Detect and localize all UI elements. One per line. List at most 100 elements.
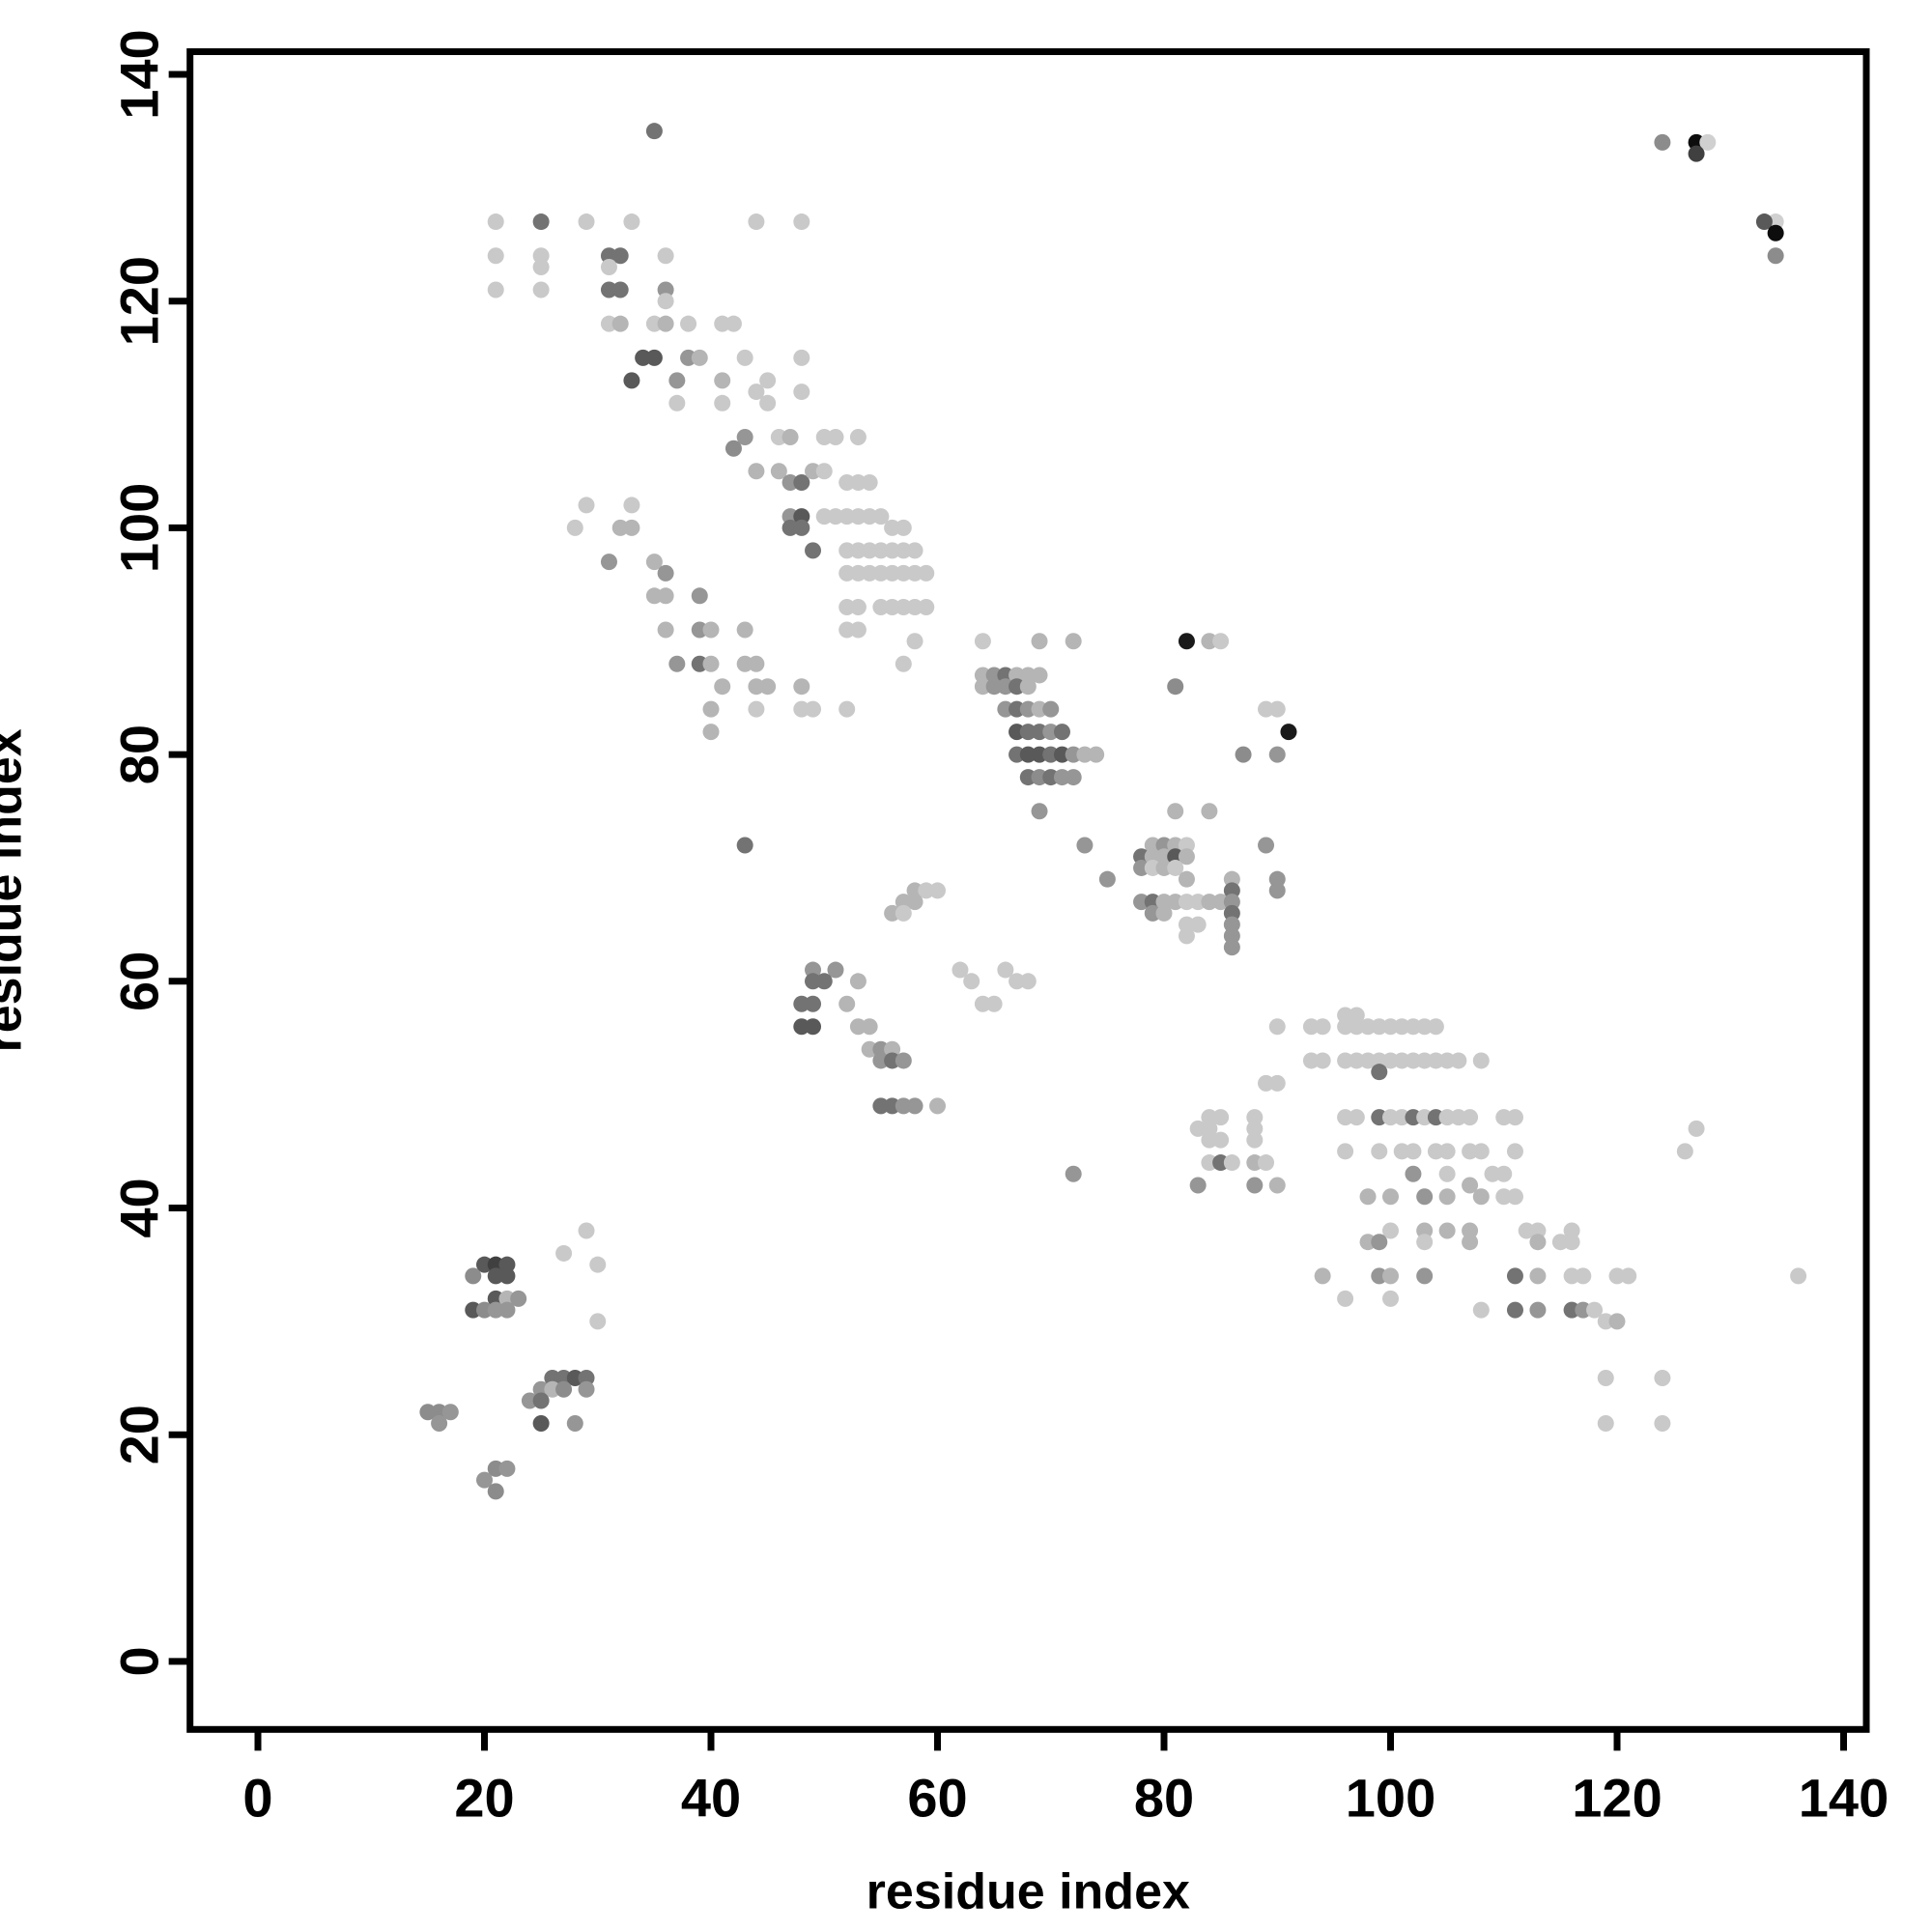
scatter-point xyxy=(1382,1188,1399,1206)
scatter-point xyxy=(645,587,663,605)
scatter-point xyxy=(1654,1414,1671,1432)
scatter-point xyxy=(1246,1177,1264,1194)
scatter-point xyxy=(441,1404,459,1421)
scatter-point xyxy=(1405,1143,1422,1160)
scatter-point xyxy=(1586,1301,1604,1319)
scatter-point xyxy=(736,621,753,639)
scatter-point xyxy=(532,1414,550,1432)
scatter-point xyxy=(861,1040,878,1058)
scatter-point xyxy=(1337,1018,1354,1036)
scatter-point xyxy=(1009,667,1026,684)
scatter-point xyxy=(1416,1188,1434,1206)
scatter-point xyxy=(487,1267,504,1285)
scatter-point xyxy=(431,1404,448,1421)
scatter-point xyxy=(702,724,720,741)
scatter-point xyxy=(645,349,663,366)
scatter-point xyxy=(566,1414,583,1432)
scatter-point xyxy=(1155,837,1173,854)
scatter-point xyxy=(1427,1018,1444,1036)
scatter-point xyxy=(600,247,617,265)
scatter-point xyxy=(1529,1234,1547,1251)
scatter-point xyxy=(884,1097,901,1115)
scatter-point xyxy=(1144,859,1161,876)
scatter-point xyxy=(611,315,629,332)
scatter-point xyxy=(793,1018,810,1036)
scatter-point xyxy=(1575,1301,1592,1319)
scatter-point xyxy=(487,281,504,298)
scatter-point xyxy=(781,429,799,446)
scatter-point xyxy=(1337,1143,1354,1160)
scatter-point xyxy=(1348,1018,1365,1036)
scatter-point xyxy=(895,599,912,616)
scatter-point xyxy=(952,961,969,979)
scatter-point xyxy=(1155,904,1173,922)
scatter-point xyxy=(1620,1267,1637,1285)
scatter-point xyxy=(1065,633,1082,650)
scatter-point xyxy=(1767,247,1784,265)
scatter-point xyxy=(1258,1154,1275,1172)
scatter-point xyxy=(884,599,901,616)
scatter-point xyxy=(1382,1222,1399,1239)
scatter-point xyxy=(895,894,912,911)
scatter-point xyxy=(1654,133,1671,151)
scatter-point xyxy=(1201,803,1218,820)
scatter-point xyxy=(1031,746,1048,763)
scatter-point xyxy=(1348,1052,1365,1069)
scatter-point xyxy=(1529,1301,1547,1319)
scatter-point xyxy=(974,667,991,684)
scatter-point xyxy=(1223,882,1240,899)
scatter-point xyxy=(498,1460,516,1477)
scatter-point xyxy=(1212,1131,1230,1149)
scatter-point xyxy=(680,349,697,366)
scatter-point xyxy=(1755,213,1773,231)
scatter-point xyxy=(1268,870,1286,888)
x-tick-label: 140 xyxy=(1799,1767,1889,1828)
scatter-point xyxy=(872,564,890,582)
scatter-point xyxy=(714,372,731,389)
scatter-point xyxy=(815,973,833,990)
scatter-point xyxy=(1201,633,1218,650)
scatter-point xyxy=(1416,1109,1434,1126)
scatter-point xyxy=(895,542,912,559)
scatter-point xyxy=(1688,133,1705,151)
scatter-point xyxy=(1065,769,1082,786)
scatter-point xyxy=(1031,769,1048,786)
scatter-point xyxy=(1268,700,1286,718)
scatter-point xyxy=(645,123,663,140)
scatter-point xyxy=(793,519,810,536)
scatter-point xyxy=(849,973,867,990)
y-tick-label: 140 xyxy=(108,29,169,119)
scatter-point xyxy=(1563,1234,1580,1251)
scatter-point xyxy=(1688,1120,1705,1137)
x-axis-label: residue index xyxy=(867,1863,1190,1919)
scatter-point xyxy=(781,519,799,536)
scatter-point xyxy=(872,1052,890,1069)
scatter-point xyxy=(849,564,867,582)
scatter-point xyxy=(1563,1222,1580,1239)
scatter-point xyxy=(1167,678,1184,696)
scatter-point xyxy=(872,508,890,526)
x-tick-label: 0 xyxy=(242,1767,272,1828)
scatter-point xyxy=(1223,939,1240,956)
scatter-point xyxy=(1258,837,1275,854)
scatter-point xyxy=(906,894,923,911)
scatter-point xyxy=(1438,1143,1456,1160)
scatter-point xyxy=(600,281,617,298)
scatter-point xyxy=(532,1392,550,1409)
scatter-point xyxy=(1031,700,1048,718)
scatter-point xyxy=(691,655,708,672)
scatter-point xyxy=(1235,746,1252,763)
scatter-point xyxy=(1790,1267,1807,1285)
scatter-point xyxy=(1472,1301,1490,1319)
scatter-point xyxy=(691,621,708,639)
scatter-point xyxy=(1258,700,1275,718)
scatter-point xyxy=(419,1404,437,1421)
scatter-point xyxy=(498,1301,516,1319)
scatter-point xyxy=(1371,1267,1388,1285)
scatter-point xyxy=(872,1097,890,1115)
scatter-point xyxy=(1223,870,1240,888)
scatter-point xyxy=(487,1301,504,1319)
scatter-point xyxy=(1268,746,1286,763)
scatter-point xyxy=(849,508,867,526)
scatter-point xyxy=(589,1313,607,1330)
